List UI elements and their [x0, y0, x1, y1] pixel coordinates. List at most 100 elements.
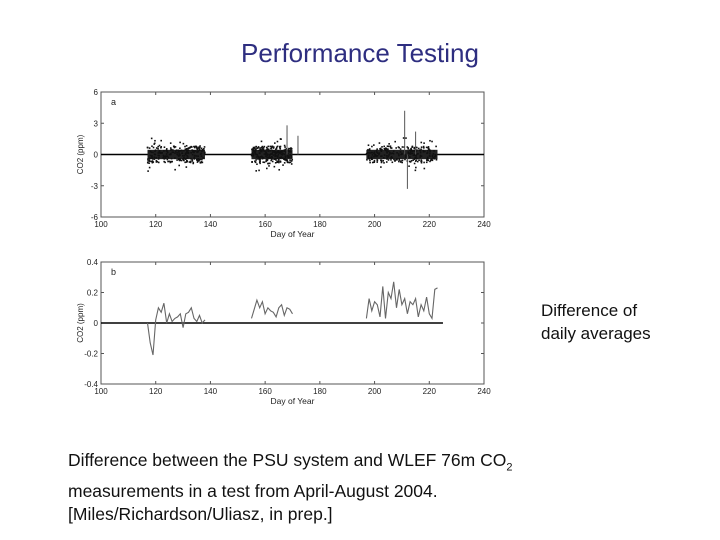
data-point [388, 154, 390, 156]
data-point [254, 147, 256, 150]
data-point [265, 149, 268, 151]
data-point [428, 154, 431, 157]
data-point [411, 152, 414, 155]
data-point [380, 161, 383, 164]
data-point [151, 161, 154, 163]
data-point [176, 153, 178, 156]
data-point [186, 157, 189, 159]
data-point [368, 157, 370, 160]
data-point [375, 149, 378, 152]
data-point [278, 151, 281, 153]
data-point [250, 153, 253, 156]
data-point [257, 158, 259, 160]
data-point [202, 149, 205, 152]
data-point [402, 137, 405, 139]
data-point [275, 148, 277, 151]
data-point [386, 145, 389, 148]
data-point [189, 146, 192, 148]
x-tick-label: 160 [258, 220, 272, 229]
data-point [283, 150, 285, 152]
x-tick-label: 180 [313, 387, 327, 396]
data-point [185, 152, 187, 155]
data-point [195, 147, 198, 149]
data-point [409, 161, 412, 163]
figure: 100 120 140 160 180 200 220 240 6 3 0 -3 -6 Day of Ye… [76, 88, 491, 406]
data-point [151, 160, 154, 162]
data-point [374, 154, 376, 156]
data-point [196, 148, 199, 151]
data-point [287, 150, 290, 153]
data-point [392, 152, 395, 155]
data-point [262, 148, 264, 151]
y-tick-label: 0.2 [87, 289, 99, 298]
data-point [182, 159, 185, 162]
data-point [274, 162, 277, 164]
data-point [174, 152, 176, 154]
data-point [167, 156, 170, 159]
data-point [277, 157, 279, 159]
data-point [282, 157, 284, 159]
data-point [274, 155, 276, 158]
data-point [376, 148, 378, 150]
data-point [150, 160, 153, 163]
data-point [192, 149, 194, 152]
data-point [400, 153, 402, 156]
data-point [182, 154, 184, 157]
y-tick-label: 0 [94, 319, 99, 328]
data-point [203, 146, 206, 148]
data-point [179, 154, 181, 156]
data-point [274, 150, 277, 153]
data-point [268, 155, 271, 158]
data-point [399, 151, 402, 153]
y-axis-label: CO2 (ppm) [76, 303, 85, 343]
data-point [381, 146, 383, 148]
data-point [270, 156, 273, 158]
data-point [275, 159, 277, 161]
data-point [370, 156, 373, 159]
data-point [373, 144, 375, 146]
data-point [151, 161, 154, 164]
data-point [197, 155, 199, 157]
data-point [178, 155, 180, 157]
data-point [279, 161, 282, 163]
data-point [267, 153, 269, 156]
data-point [176, 151, 178, 154]
data-point [170, 157, 173, 160]
data-point [168, 153, 171, 156]
data-point [407, 151, 410, 153]
data-point [197, 160, 199, 162]
data-point [368, 148, 371, 150]
data-point [277, 151, 279, 153]
data-point [289, 150, 291, 152]
data-point [148, 160, 151, 162]
data-point [265, 160, 267, 163]
data-point [162, 155, 165, 158]
data-point [274, 142, 276, 144]
data-point [290, 163, 293, 165]
data-point [412, 159, 414, 161]
data-point [148, 147, 151, 149]
data-point [434, 155, 437, 158]
data-point [401, 161, 403, 164]
data-point [420, 141, 423, 144]
data-point [406, 146, 409, 148]
data-point [290, 147, 292, 149]
data-point [376, 155, 379, 157]
panel-label: a [111, 97, 116, 107]
data-point [383, 162, 385, 164]
data-point [196, 161, 199, 163]
data-point [415, 159, 417, 162]
data-point [424, 150, 426, 153]
data-point [389, 151, 391, 154]
data-point [158, 149, 161, 152]
data-point [287, 152, 289, 155]
data-point [177, 149, 180, 152]
data-point [425, 161, 428, 164]
data-point [396, 151, 398, 154]
data-point [176, 159, 178, 161]
data-point [379, 147, 382, 150]
data-point [373, 161, 376, 163]
data-point [395, 147, 397, 149]
data-point [260, 146, 262, 149]
data-point [369, 161, 371, 164]
